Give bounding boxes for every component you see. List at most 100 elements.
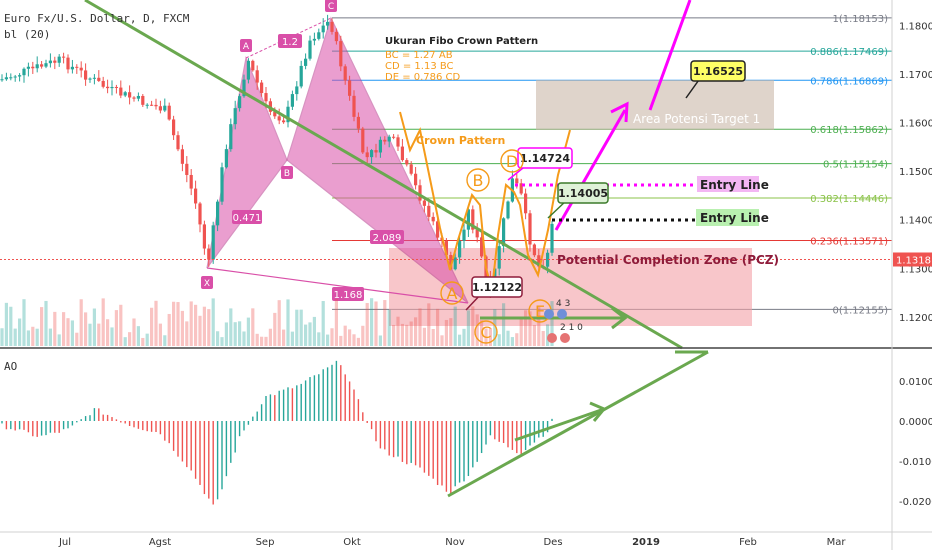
volume-bar (185, 321, 189, 346)
ratio-badge (232, 210, 262, 224)
candle-body (176, 135, 180, 150)
price-tick-label: 1.17000 (899, 70, 932, 81)
current-price-badge (893, 252, 932, 267)
volume-bar (356, 337, 360, 346)
entry-label-1: Entry Line (700, 178, 769, 192)
event-flag-icon (560, 333, 570, 343)
crown-pattern-label: Crown Pattern (416, 134, 505, 147)
candle-body (198, 203, 202, 225)
volume-bar (510, 337, 514, 346)
volume-bar (110, 327, 114, 346)
fib-label: 0.382(1.14446) (810, 194, 888, 205)
time-tick-label: Okt (343, 537, 361, 548)
volume-bar (458, 334, 462, 346)
candle-body (330, 21, 334, 32)
volume-bar (524, 310, 528, 346)
volume-bar (79, 299, 83, 346)
volume-bar (220, 337, 224, 346)
volume-bar (277, 300, 281, 346)
candle-body (242, 79, 246, 97)
volume-bar (330, 328, 334, 346)
candle-body (422, 200, 426, 206)
volume-bar (22, 299, 26, 346)
time-tick-label: Feb (739, 537, 757, 548)
candle-body (92, 77, 96, 79)
ratio-badge (332, 287, 364, 301)
indicator-label: bl (20) (4, 28, 51, 41)
volume-bar (141, 337, 145, 346)
fib-label: 0.786(1.16869) (810, 76, 888, 87)
volume-bar (387, 309, 391, 346)
target-arrow-1 (554, 109, 627, 231)
ao-histogram (1, 360, 553, 505)
cd-ratio-text: CD = 1.13 BC (385, 61, 454, 72)
fib-label: 0.236(1.13571) (810, 237, 888, 248)
candle-body (185, 163, 189, 175)
candle-body (356, 116, 360, 129)
volume-bar (255, 333, 259, 346)
candle-body (194, 188, 198, 204)
volume-bar (488, 328, 492, 346)
candle-body (282, 120, 286, 123)
volume-bar (119, 304, 123, 346)
volume-bar (466, 310, 470, 346)
candle-body (238, 96, 242, 109)
volume-bar (242, 331, 246, 346)
volume-bar (246, 317, 250, 346)
candle-body (260, 82, 264, 94)
volume-bar (88, 323, 92, 346)
volume-bar (97, 323, 101, 346)
time-tick-label: Sep (256, 537, 275, 548)
candle-body (189, 174, 193, 189)
fib-label: 0.886(1.17469) (810, 47, 888, 58)
volume-bar (123, 337, 127, 346)
ao-arrowhead (589, 401, 607, 422)
candle-body (409, 164, 413, 174)
volume-bar (484, 328, 488, 346)
volume-bar (101, 298, 105, 346)
volume-bar (273, 312, 277, 346)
target-price-callout-label: 1.16525 (693, 65, 743, 78)
volume-bar (35, 328, 39, 346)
volume-bar (233, 322, 237, 346)
fib-label: 0.618(1.15862) (810, 125, 888, 136)
ao-tick-label: -0.0200 (899, 497, 932, 508)
volume-bar (66, 318, 70, 346)
volume-bar (44, 300, 48, 346)
price-axis-panel (892, 0, 932, 550)
volume-bar (154, 300, 158, 346)
drawings: Entry Line Entry Line 1.14724 1.14005 1.1212… (84, 0, 769, 498)
time-tick-label: Des (543, 537, 562, 548)
crown-circle-C (474, 320, 498, 344)
time-tick-label: Jul (58, 537, 71, 548)
volume-bar (158, 323, 162, 346)
pcz-label: Potential Completion Zone (PCZ) (557, 253, 779, 267)
candle-body (502, 218, 506, 247)
volume-bar (431, 329, 435, 346)
volume-bar (295, 309, 299, 346)
volume-bar (339, 335, 343, 346)
volume-bar (317, 332, 321, 346)
volume-bar (471, 306, 475, 346)
candle-body (154, 104, 158, 107)
candle-body (180, 149, 184, 164)
fib-label: 0(1.12155) (832, 305, 888, 316)
volume-bar (427, 303, 431, 346)
bc-ratio-text: BC = 1.27 AB (385, 50, 453, 61)
volume-bar (440, 335, 444, 346)
volume-bar (550, 301, 554, 346)
volume-bar (264, 336, 268, 346)
candle-body (524, 193, 528, 214)
volume-bar (436, 308, 440, 346)
volume-bar (480, 320, 484, 346)
volume-bar (57, 334, 61, 346)
volume-bar (299, 309, 303, 346)
volume-bar (528, 311, 532, 346)
candle-body (48, 60, 52, 64)
candle-body (299, 65, 303, 87)
volume-bar (414, 317, 418, 346)
event-numbers: 4 3 (556, 299, 570, 309)
candle-body (537, 255, 541, 267)
price-low-callout-label: 1.12122 (472, 281, 522, 294)
